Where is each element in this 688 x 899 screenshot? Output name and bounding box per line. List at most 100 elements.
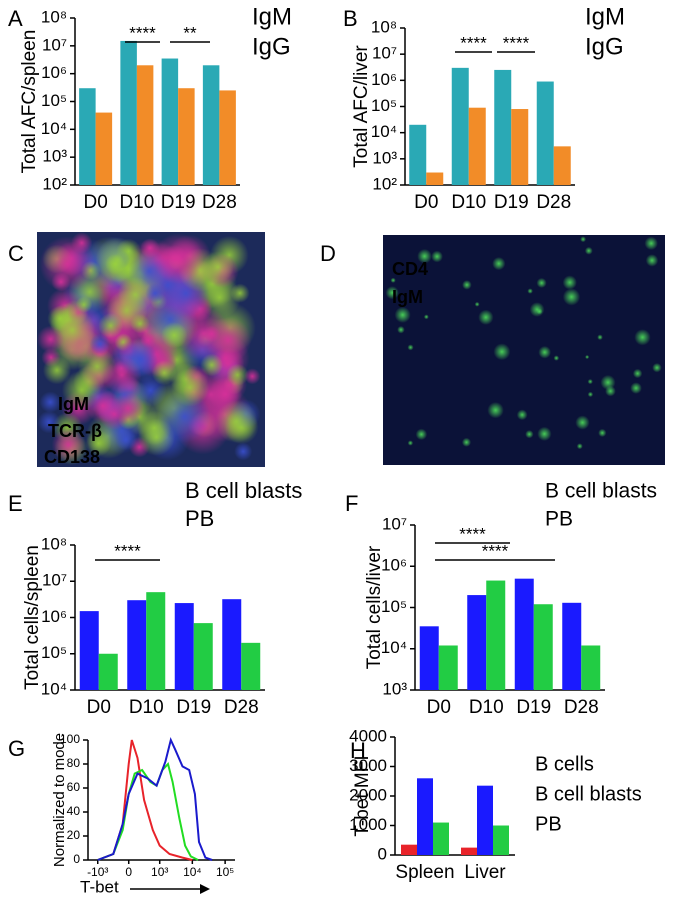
x-tick-label: D19 (176, 697, 211, 718)
stain (234, 442, 253, 461)
y-tick-label: 20 (67, 828, 81, 842)
stain (598, 428, 607, 438)
stain (474, 301, 480, 307)
y-tick-label: 10³ (42, 147, 67, 166)
stain (492, 256, 506, 271)
legend-label: B cells (535, 753, 594, 775)
stain (407, 344, 414, 351)
bar (494, 69, 512, 185)
stain (553, 355, 560, 361)
bar (178, 88, 195, 185)
legend-label: IgM (585, 3, 625, 30)
bar (222, 599, 242, 690)
x-tick-label: D28 (536, 192, 571, 213)
y-tick-label: 10⁸ (371, 17, 397, 36)
stain (538, 345, 552, 359)
bar (461, 847, 477, 855)
y-tick-label: 0 (378, 844, 387, 863)
stain (85, 430, 112, 457)
y-tick-label: 60 (67, 780, 81, 794)
y-tick-label: 10⁶ (41, 63, 67, 82)
stain (461, 437, 472, 447)
bar (219, 90, 236, 185)
y-tick-label: 10⁴ (41, 119, 67, 138)
stain (415, 428, 428, 441)
stain (117, 276, 154, 313)
stain (562, 275, 577, 290)
x-tick-label: D28 (224, 697, 259, 718)
histogram-line (97, 736, 213, 861)
stain (407, 440, 414, 446)
bar (202, 65, 220, 185)
bar (451, 67, 469, 185)
y-tick-label: 10⁷ (382, 514, 407, 533)
bar (193, 623, 213, 690)
significance-label: ** (183, 23, 197, 42)
bar (536, 81, 554, 185)
bar (511, 109, 529, 185)
x-tick-label: D19 (516, 697, 551, 718)
y-tick-label: 10⁷ (372, 44, 397, 63)
stain (37, 410, 61, 434)
x-tick-label: D10 (129, 697, 164, 718)
legend-label: B cell blasts (185, 478, 302, 503)
stain (140, 238, 160, 259)
stain (652, 362, 662, 373)
stain (536, 277, 547, 289)
stain (525, 430, 534, 439)
stain (37, 325, 65, 353)
y-tick-label: 10² (372, 174, 397, 193)
y-tick-label: 4000 (349, 726, 387, 745)
x-tick-label: D10 (469, 697, 504, 718)
bar (433, 822, 449, 855)
panel-letter: C (8, 241, 24, 266)
bar (161, 58, 179, 185)
stain (390, 277, 396, 283)
stain (39, 236, 96, 293)
stain (397, 325, 405, 334)
y-tick-label: 10⁶ (371, 70, 397, 89)
panel-letter: E (8, 491, 23, 516)
stain (645, 254, 659, 267)
stain (630, 382, 642, 394)
x-tick-label: D19 (161, 192, 196, 213)
stain (587, 378, 593, 385)
panel-letter: D (320, 241, 336, 266)
y-tick-label: 10⁴ (371, 122, 397, 141)
stain (562, 288, 581, 306)
stain (42, 356, 72, 385)
significance-label: **** (459, 524, 486, 543)
stain (203, 325, 220, 343)
x-tick-label: D10 (119, 192, 154, 213)
significance-label: **** (460, 33, 487, 52)
y-tick-label: 10⁸ (41, 534, 67, 553)
bar (426, 172, 444, 185)
bar (493, 825, 509, 855)
y-axis-label: Total cells/liver (364, 545, 385, 669)
y-tick-label: 80 (67, 756, 81, 770)
y-tick-label: 10⁶ (41, 607, 67, 626)
x-tick-label: 10³ (151, 865, 168, 879)
stain (145, 283, 165, 304)
panel-letter: B (343, 6, 358, 31)
y-tick-label: 10⁵ (41, 91, 67, 110)
bar (127, 600, 147, 690)
y-axis-label: Total AFC/spleen (19, 30, 40, 174)
stain (394, 306, 411, 323)
stain (51, 427, 86, 462)
stain-label: IgM (58, 394, 89, 414)
stain (462, 280, 472, 290)
bar (136, 65, 154, 185)
bar (419, 626, 439, 690)
bar (514, 578, 534, 690)
bar (468, 107, 486, 185)
y-tick-label: 0 (73, 852, 80, 866)
legend-label: PB (535, 813, 562, 835)
stain (114, 428, 137, 451)
stain (584, 246, 593, 255)
x-tick-label: D0 (414, 192, 438, 213)
bar (533, 604, 553, 690)
stain-label: IgM (392, 287, 423, 307)
stain (95, 237, 141, 283)
